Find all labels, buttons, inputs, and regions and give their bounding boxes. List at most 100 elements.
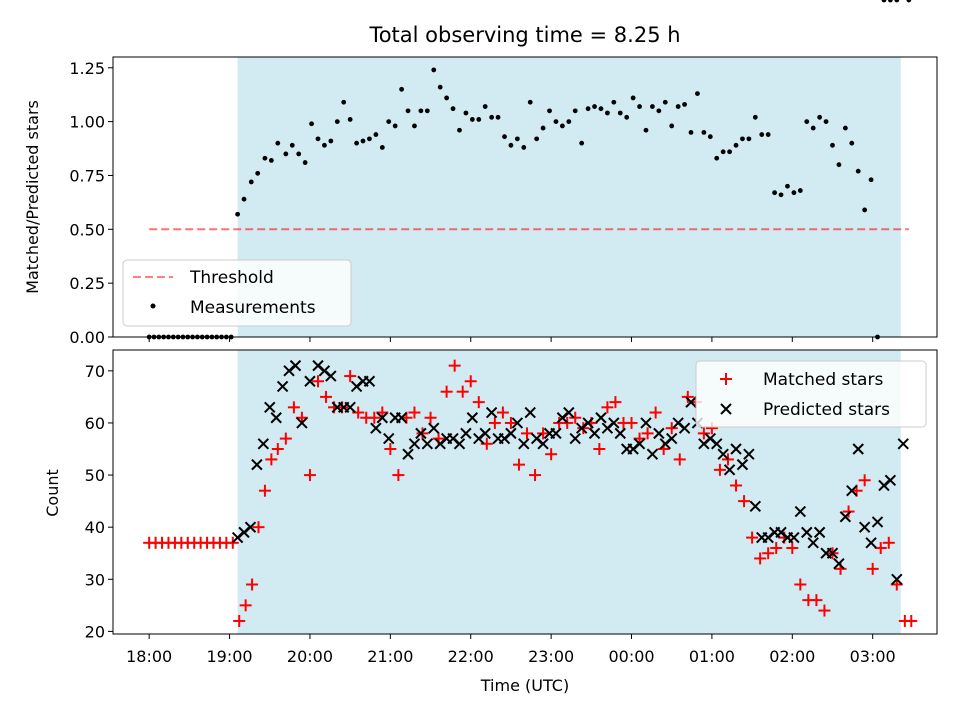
measurement-point (688, 129, 694, 135)
measurement-point (379, 145, 385, 150)
measurement-point (752, 114, 758, 120)
matched-star-point (882, 536, 895, 549)
matched-star-point (252, 521, 265, 534)
matched-star-point (858, 474, 871, 487)
predicted-star-point (383, 432, 395, 445)
predicted-star-point (370, 422, 382, 434)
measurement-point (720, 149, 726, 155)
measurement-point (797, 188, 803, 193)
measurement-point (302, 160, 308, 165)
measurements-legend-label: Measurements (190, 298, 316, 318)
predicted-star-point (408, 438, 421, 450)
measurement-point (881, 0, 887, 3)
measurement-point (341, 99, 347, 105)
measurement-point (637, 104, 642, 109)
measurement-point (514, 136, 520, 142)
matched-star-point (368, 411, 381, 424)
measurement-point (559, 123, 565, 129)
predicted-star-point (711, 438, 723, 450)
matched-star-point (770, 542, 783, 555)
matched-star-point (545, 448, 558, 461)
predicted-star-point (296, 417, 308, 429)
matched-star-point (842, 505, 855, 518)
measurement-point (255, 170, 261, 176)
predicted-star-point (588, 427, 601, 440)
bottom-legend-box (695, 360, 927, 428)
measurement-point (547, 108, 552, 114)
matched-star-point (730, 479, 743, 492)
top-plot-frame (112, 56, 938, 338)
measurement-point (765, 132, 771, 137)
predicted-star-point (595, 412, 607, 424)
predicted-star-point (743, 448, 755, 460)
top-y-tick-label: 0.50 (69, 220, 105, 239)
measurement-point (469, 117, 475, 122)
matched-star-point (569, 411, 582, 424)
measurement-point (662, 99, 668, 105)
predicted-star-point (749, 500, 762, 513)
measurement-point (617, 110, 623, 116)
top-y-tick-label: 0.75 (69, 166, 105, 185)
predicted-star-point (563, 406, 575, 419)
matched-star-point (496, 406, 509, 419)
measurement-point (431, 67, 437, 73)
measurement-point (289, 142, 295, 148)
predicted-star-point (466, 412, 479, 424)
matched-star-point (464, 375, 477, 388)
measurement-point (611, 99, 617, 105)
matched-star-point (416, 427, 429, 440)
predicted-star-point (801, 526, 813, 539)
matched-star-point (665, 422, 678, 435)
measurement-point (540, 125, 546, 131)
predicted-star-point (685, 396, 697, 408)
measurement-point (579, 140, 585, 146)
measurement-point (894, 0, 900, 3)
top-y-tick-label: 1.25 (69, 59, 105, 78)
measurement-point (598, 106, 604, 112)
measurement-point (817, 114, 823, 120)
matched-star-point (311, 375, 324, 388)
x-tick-label: 22:00 (448, 647, 494, 666)
measurements-legend-marker (150, 303, 156, 309)
measurement-point (437, 84, 443, 90)
matched-star-point (786, 542, 799, 555)
matched-star-point (504, 416, 517, 429)
matched-star-point (649, 406, 662, 419)
measurement-point (701, 129, 707, 135)
predicted-star-point (839, 511, 852, 523)
measurement-point (476, 117, 482, 122)
measurement-point (740, 136, 745, 142)
matched-star-point (456, 385, 469, 398)
measurement-point (283, 151, 289, 157)
measurement-point (386, 119, 392, 125)
predicted-star-point (363, 375, 376, 387)
measurement-point (534, 136, 540, 142)
measurement-point (868, 177, 874, 183)
matched-star-point (529, 469, 542, 482)
predicted-star-point (833, 557, 845, 570)
measurement-point (791, 190, 797, 196)
measurement-point (360, 138, 366, 144)
measurement-point (695, 91, 700, 97)
measurement-point (334, 119, 340, 125)
matched-star-point (279, 432, 292, 445)
x-tick-label: 02:00 (769, 647, 815, 666)
predicted-star-point (891, 573, 903, 585)
bottom-y-tick-label: 30 (85, 570, 105, 589)
matched-star-point (641, 427, 654, 440)
predicted-star-point (505, 427, 517, 440)
predicted-star-point (537, 438, 549, 450)
bottom-panel: 20 30 40 50 60 70 18:00 19:00 20:00 21:00 22:00 23… (43, 349, 938, 695)
matched-star-point (440, 385, 453, 398)
matched-star-point (246, 578, 259, 591)
measurement-point (457, 127, 462, 133)
measurement-point (418, 108, 424, 114)
measurement-point (424, 108, 430, 114)
matched-star-point (625, 416, 638, 429)
matched-star-point (681, 390, 694, 403)
predicted-star-point (653, 427, 665, 440)
matched-star-point (537, 427, 550, 440)
measurement-point (354, 140, 359, 146)
matched-star-point (762, 547, 775, 560)
